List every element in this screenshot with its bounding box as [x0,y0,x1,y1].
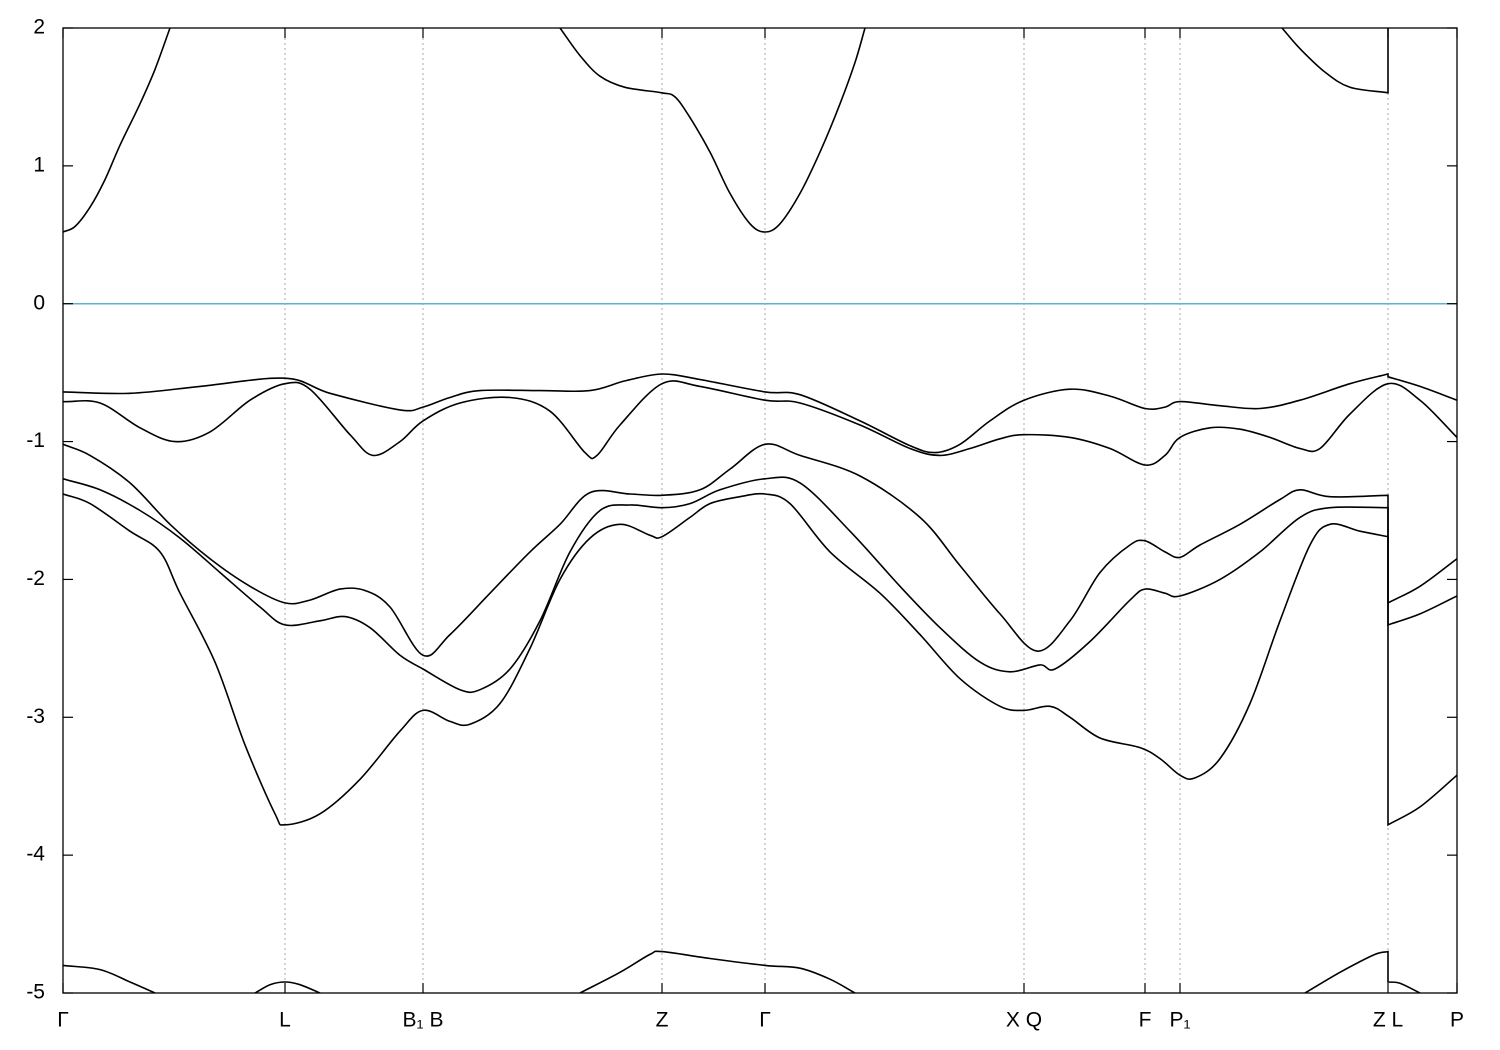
plot-frame [62,27,1458,994]
x-tick-label: F [1139,1009,1152,1032]
y-tick-label: 2 [33,16,45,39]
x-tick-label: P [1450,1009,1464,1032]
grid-layer [62,28,1458,993]
band-line [63,443,1457,657]
y-tick-label: -1 [26,429,45,452]
y-tick-label: -2 [26,567,45,590]
plot-area [63,28,1457,993]
x-tick-label: X Q [1006,1009,1042,1032]
y-tick-label: -3 [26,705,45,728]
band-line [63,372,1457,454]
x-tick-label: Γ [759,1009,771,1032]
x-tick-label: Z L [1373,1009,1403,1032]
y-tick-label: 0 [33,291,45,314]
band-line [63,380,1457,466]
band-line [63,492,1457,827]
tick-layer: 2 1 0 -1 -2 -3 -4 -5 Γ L B₁ B Z Γ X Q F P₁ Z L P [26,16,1464,1032]
band-line [63,950,1421,993]
x-tick-label: P₁ [1169,1009,1190,1032]
x-tick-label: L [279,1009,291,1032]
y-tick-label: -4 [26,843,45,866]
band-line [63,476,1457,694]
x-tick-label: Z [656,1009,669,1032]
band-line [254,981,321,993]
y-tick-label: 1 [33,153,45,176]
y-tick-label: -5 [26,981,45,1004]
x-tick-label: B₁ B [403,1009,444,1032]
band-line [63,28,1389,233]
x-tick-label: Γ [57,1009,69,1032]
